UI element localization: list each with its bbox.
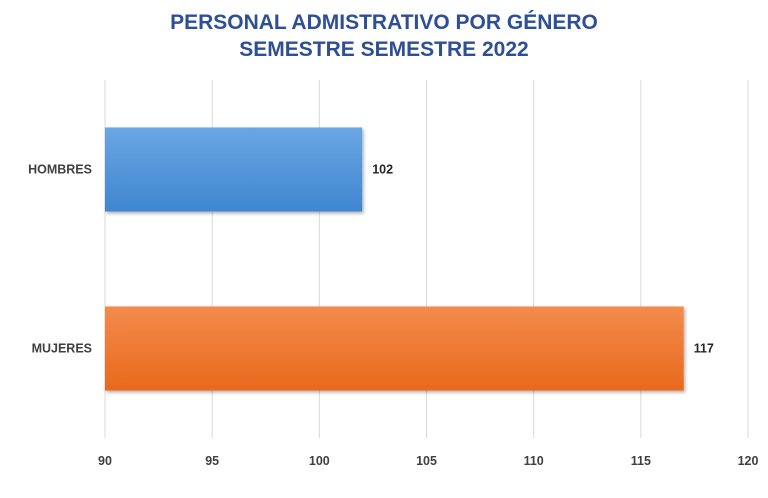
bar-mujeres xyxy=(105,306,684,391)
category-label-hombres: HOMBRES xyxy=(28,163,92,177)
chart-title-line-2: SEMESTRE SEMESTRE 2022 xyxy=(239,38,528,61)
data-label-mujeres: 117 xyxy=(694,342,714,356)
chart-title-line-1: PERSONAL ADMISTRATIVO POR GÉNERO xyxy=(170,11,598,34)
x-tick-label-115: 115 xyxy=(631,454,651,468)
x-tick-label-105: 105 xyxy=(416,454,437,468)
x-tick-label-100: 100 xyxy=(309,454,330,468)
x-tick-label-120: 120 xyxy=(738,454,759,468)
chart-title: PERSONAL ADMISTRATIVO POR GÉNERO SEMESTR… xyxy=(170,11,598,61)
data-labels: 102 117 xyxy=(372,163,714,356)
x-axis-tick-labels: 90 95 100 105 110 115 120 xyxy=(98,454,758,468)
x-tick-label-90: 90 xyxy=(98,454,112,468)
category-label-mujeres: MUJERES xyxy=(32,342,92,356)
data-label-hombres: 102 xyxy=(372,163,393,177)
x-tick-label-95: 95 xyxy=(205,454,219,468)
x-tick-label-110: 110 xyxy=(524,454,544,468)
bar-hombres xyxy=(105,127,363,212)
bars xyxy=(105,127,684,391)
category-labels: HOMBRES MUJERES xyxy=(28,163,92,356)
